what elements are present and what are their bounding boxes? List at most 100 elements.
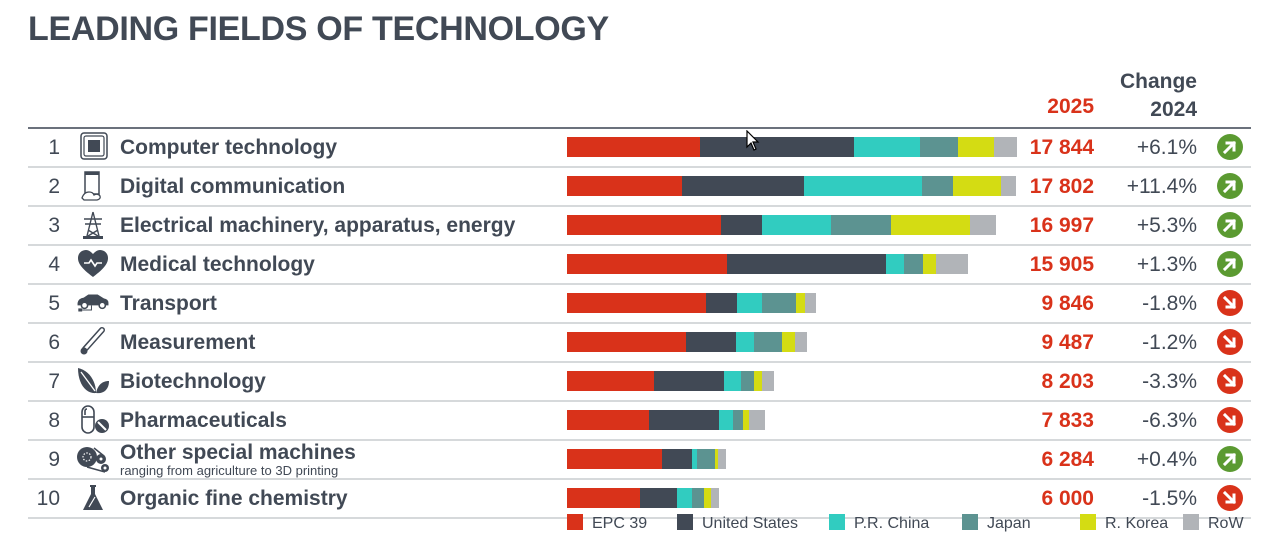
- rank: 9: [48, 448, 60, 471]
- bar-segment-japan: [753, 332, 783, 352]
- bar-segment-r-korea: [781, 332, 796, 352]
- trend-down-arrow-icon: [1217, 368, 1243, 394]
- table-row: 10 Organic fine chemistry 6 000 -1.5%: [28, 480, 1251, 519]
- bar-segment-row: [993, 137, 1018, 157]
- bar-segment-epc-39: [567, 410, 650, 430]
- trend-up-arrow-icon: [1217, 134, 1243, 160]
- total-2025: 7 833: [1041, 409, 1094, 432]
- page-title: LEADING FIELDS OF TECHNOLOGY: [28, 10, 609, 48]
- bar-segment-epc-39: [567, 371, 655, 391]
- bar-segment-p-r-china: [692, 449, 698, 469]
- table-row: 2 Digital communication 17 802 +11.4%: [28, 168, 1251, 207]
- bar-segment-p-r-china: [736, 293, 763, 313]
- change-2024: +6.1%: [1136, 136, 1197, 159]
- touch-device-icon: [76, 171, 110, 201]
- bar-segment-r-korea: [890, 215, 971, 235]
- bar-segment-japan: [732, 410, 744, 430]
- table-row: 3 Electrical machinery, apparatus, energy…: [28, 207, 1251, 246]
- legend-swatch: [677, 514, 693, 530]
- change-2024: +0.4%: [1136, 448, 1197, 471]
- field-label: Pharmaceuticals: [120, 409, 287, 432]
- bar-segment-japan: [691, 488, 705, 508]
- bar-segment-p-r-china: [718, 410, 734, 430]
- bar-segment-epc-39: [567, 449, 663, 469]
- bar-segment-epc-39: [567, 488, 641, 508]
- change-2024: +11.4%: [1126, 175, 1197, 198]
- field-label: Digital communication: [120, 175, 346, 198]
- legend-label: EPC 39: [592, 515, 648, 532]
- trend-up-arrow-icon: [1217, 251, 1243, 277]
- ranking-table: 1 Computer technology 17 844 +6.1% 2 Digital …: [28, 127, 1251, 519]
- field-sublabel: ranging from agriculture to 3D printing: [120, 463, 339, 478]
- bar-segment-united-states: [699, 137, 855, 157]
- total-2025: 16 997: [1029, 214, 1094, 237]
- legend-swatch: [962, 514, 978, 530]
- bar-segment-japan: [919, 137, 959, 157]
- bar-segment-united-states: [654, 371, 725, 391]
- legend-label: RoW: [1208, 515, 1244, 532]
- total-2025: 6 284: [1041, 448, 1094, 471]
- total-2025: 15 905: [1029, 253, 1094, 276]
- bar-segment-row: [718, 449, 727, 469]
- rank: 1: [48, 136, 60, 159]
- bar-segment-japan: [830, 215, 892, 235]
- power-pylon-icon: [76, 210, 110, 240]
- trend-down-arrow-icon: [1217, 485, 1243, 511]
- electric-car-icon: [76, 288, 110, 318]
- legend-swatch: [1183, 514, 1199, 530]
- bar-segment-p-r-china: [885, 254, 905, 274]
- bar-segment-p-r-china: [761, 215, 832, 235]
- trend-up-arrow-icon: [1217, 446, 1243, 472]
- bar-segment-r-korea: [743, 410, 750, 430]
- change-2024: +1.3%: [1136, 253, 1197, 276]
- bar-segment-r-korea: [957, 137, 995, 157]
- bar-segment-r-korea: [753, 371, 763, 391]
- bar-segment-epc-39: [567, 293, 707, 313]
- bar-segment-united-states: [681, 176, 805, 196]
- bar-segment-row: [1000, 176, 1017, 196]
- bar-segment-r-korea: [715, 449, 719, 469]
- leaves-icon: [76, 366, 110, 396]
- gears-belt-icon: [76, 444, 110, 474]
- bar-segment-japan: [921, 176, 954, 196]
- header-change: Change 2024: [1120, 68, 1197, 124]
- total-2025: 9 487: [1041, 331, 1094, 354]
- table-row: 1 Computer technology 17 844 +6.1%: [28, 129, 1251, 168]
- bar-segment-united-states: [661, 449, 693, 469]
- legend-item: P.R. China: [829, 514, 929, 533]
- legend-label: P.R. China: [854, 515, 930, 532]
- header-change-line2: 2024: [1150, 98, 1197, 121]
- change-2024: +5.3%: [1136, 214, 1197, 237]
- rank: 7: [48, 370, 60, 393]
- bar-segment-p-r-china: [803, 176, 923, 196]
- bar-segment-japan: [903, 254, 924, 274]
- bar-segment-united-states: [726, 254, 887, 274]
- rank: 2: [48, 175, 60, 198]
- field-label: Measurement: [120, 331, 256, 354]
- rank: 4: [48, 253, 60, 276]
- trend-up-arrow-icon: [1217, 173, 1243, 199]
- field-label: Biotechnology: [120, 370, 266, 393]
- bar-segment-united-states: [705, 293, 738, 313]
- legend-swatch: [829, 514, 845, 530]
- bar-segment-r-korea: [703, 488, 712, 508]
- total-2025: 9 846: [1041, 292, 1094, 315]
- bar-segment-epc-39: [567, 332, 687, 352]
- change-2024: -1.5%: [1142, 487, 1197, 510]
- table-row: 8 Pharmaceuticals 7 833 -6.3%: [28, 402, 1251, 441]
- legend-item: Japan: [962, 514, 1031, 533]
- table-row: 7 Biotechnology 8 203 -3.3%: [28, 363, 1251, 402]
- bar-segment-epc-39: [567, 137, 701, 157]
- bar-segment-japan: [741, 371, 755, 391]
- flask-icon: [76, 483, 110, 513]
- rank: 6: [48, 331, 60, 354]
- bar-segment-p-r-china: [724, 371, 742, 391]
- field-label: Computer technology: [120, 136, 338, 159]
- header-2025: 2025: [1047, 95, 1094, 118]
- bar-segment-united-states: [639, 488, 678, 508]
- trend-down-arrow-icon: [1217, 329, 1243, 355]
- bar-segment-united-states: [720, 215, 763, 235]
- legend-label: United States: [702, 515, 799, 532]
- bar-segment-epc-39: [567, 176, 683, 196]
- change-2024: -3.3%: [1142, 370, 1197, 393]
